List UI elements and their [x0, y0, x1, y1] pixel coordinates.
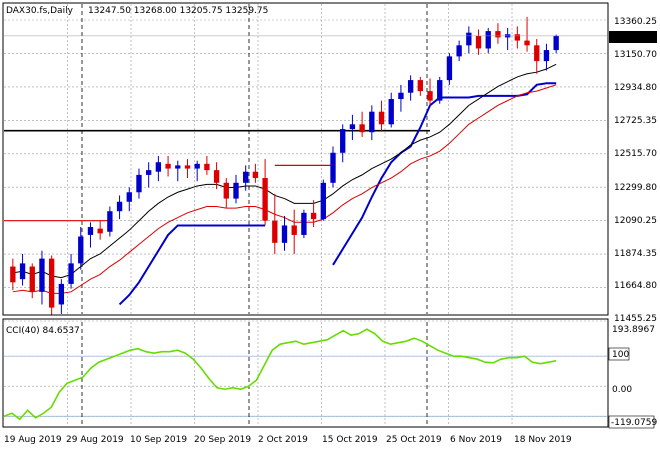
indicator-title: CCI(40) 84.6537 — [6, 326, 80, 336]
candle-body — [378, 111, 385, 125]
candle-body — [485, 31, 491, 49]
main-window-frame[interactable] — [2, 2, 609, 316]
candle-body — [68, 263, 74, 284]
candle-body — [155, 162, 162, 172]
candle-body — [310, 212, 317, 220]
cci-series — [3, 328, 557, 421]
price-tick-label: 12090.25 — [614, 216, 657, 226]
candle-body — [446, 56, 453, 81]
price-series — [4, 16, 607, 316]
candle-body — [456, 45, 462, 57]
time-tick-label: 20 Sep 2019 — [194, 435, 251, 445]
candle-body — [116, 201, 123, 212]
candle-body — [10, 266, 16, 283]
candle-body — [233, 182, 239, 199]
candle-body — [39, 258, 45, 292]
time-tick-label: 18 Nov 2019 — [514, 435, 572, 445]
indicator-window-frame[interactable] — [2, 318, 609, 428]
price-tick-label: 12515.70 — [614, 149, 657, 159]
candle-body — [29, 266, 35, 292]
symbol-timeframe: DAX30.fs,Daily — [6, 6, 74, 16]
candle-body — [194, 163, 200, 169]
price-tick-label: 11874.35 — [614, 249, 657, 259]
candle-body — [136, 174, 142, 193]
candle-body — [262, 178, 268, 221]
ema-fast-line — [12, 63, 557, 279]
candle-body — [475, 35, 482, 49]
candle-body — [495, 31, 501, 38]
price-tick-label: 13360.25 — [614, 17, 657, 27]
time-tick-label: 29 Aug 2019 — [66, 435, 124, 445]
candle-body — [291, 225, 297, 235]
time-tick-label: 15 Oct 2019 — [322, 435, 378, 445]
candle-body — [340, 129, 346, 153]
period-separators — [81, 4, 428, 426]
current-price-marker — [609, 31, 657, 43]
candle-body — [87, 227, 94, 235]
candle-body — [466, 32, 472, 46]
ohlc-readout: 13247.50 13268.00 13205.75 13259.75 — [88, 6, 268, 16]
cci-level-marker — [608, 415, 655, 429]
candle-body — [534, 45, 540, 62]
price-tick-label: 12934.80 — [614, 83, 657, 93]
candle-body — [437, 80, 443, 101]
price-tick-label: 12299.80 — [614, 183, 657, 193]
candle-body — [78, 236, 84, 264]
price-tick-label: 11455.25 — [614, 314, 657, 324]
price-axis[interactable]: 13360.25 13150.70 12934.80 12725.35 1251… — [614, 17, 657, 324]
candle-body — [204, 163, 210, 171]
candle-body — [417, 80, 423, 92]
time-tick-label: 6 Nov 2019 — [450, 435, 502, 445]
price-tick-label: 11664.80 — [614, 281, 657, 291]
candle-body — [388, 99, 394, 125]
candle-body — [427, 91, 433, 101]
time-tick-label: 10 Sep 2019 — [130, 435, 187, 445]
candle-body — [349, 124, 356, 130]
candle-body — [514, 34, 521, 41]
cci-line — [3, 328, 557, 421]
price-tick-label: 13150.70 — [614, 50, 657, 60]
candle-body — [97, 228, 103, 234]
current-price-label: 13259.75 — [612, 33, 655, 43]
time-tick-label: 25 Oct 2019 — [386, 435, 442, 445]
candle-body — [223, 182, 229, 199]
candle-body — [359, 124, 365, 133]
candle-body — [126, 192, 132, 202]
cci-tick-label: 100 — [612, 350, 629, 360]
candle-body — [19, 263, 26, 280]
candle-body — [330, 152, 336, 183]
candle-body — [184, 165, 191, 169]
candle-body — [398, 92, 404, 100]
candle-body — [272, 220, 278, 243]
candle-body — [48, 258, 55, 308]
time-axis[interactable]: 19 Aug 2019 29 Aug 2019 10 Sep 2019 20 S… — [4, 435, 572, 445]
candle-body — [553, 35, 559, 51]
candle-body — [175, 165, 181, 169]
time-tick-label: 19 Aug 2019 — [4, 435, 62, 445]
candle-body — [301, 212, 307, 235]
candle-body — [165, 163, 171, 169]
candle-body — [107, 211, 113, 232]
candle-body — [281, 225, 288, 243]
candle-body — [524, 40, 530, 46]
candle-body — [407, 80, 414, 93]
candle-body — [369, 111, 375, 133]
candle-body — [320, 182, 326, 220]
cci-tick-label: 0.00 — [612, 385, 632, 395]
candle-body — [243, 171, 249, 183]
candle-body — [252, 171, 259, 179]
cci-tick-label: -119.0759 — [611, 418, 657, 428]
candle-body — [543, 50, 550, 62]
candle-body — [146, 170, 152, 175]
time-tick-label: 2 Oct 2019 — [258, 435, 308, 445]
candle-body — [58, 283, 65, 305]
price-tick-label: 12725.35 — [614, 116, 657, 126]
cci-level-marker — [608, 347, 630, 361]
cci-tick-label: 193.8967 — [612, 325, 655, 335]
candle-body — [213, 170, 220, 183]
